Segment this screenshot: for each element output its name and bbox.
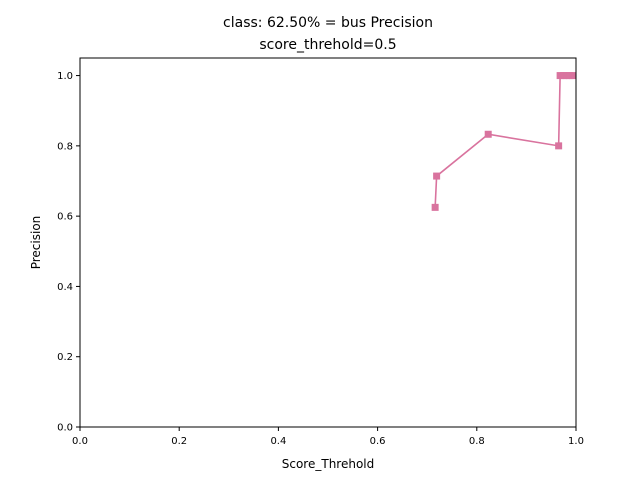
x-axis-label: Score_Threhold — [282, 457, 375, 471]
y-axis-label: Precision — [29, 216, 43, 270]
x-tick-label: 0.2 — [171, 436, 187, 447]
data-point-marker — [555, 142, 563, 150]
y-tick-label: 0.4 — [57, 282, 73, 293]
data-point-marker — [484, 130, 492, 138]
x-tick-label: 0.6 — [370, 436, 386, 447]
y-axis-ticks: 0.0 0.2 0.4 0.6 0.8 1.0 — [57, 71, 80, 434]
chart-title-line2: score_threhold=0.5 — [259, 37, 396, 53]
x-tick-label: 0.4 — [270, 436, 286, 447]
y-tick-label: 0.2 — [57, 352, 73, 363]
x-tick-label: 0.8 — [469, 436, 485, 447]
y-tick-label: 0.8 — [57, 141, 73, 152]
y-tick-label: 0.6 — [57, 212, 73, 223]
x-tick-label: 1.0 — [568, 436, 584, 447]
data-point-marker — [431, 203, 439, 211]
x-tick-label: 0.0 — [72, 436, 88, 447]
y-tick-label: 1.0 — [57, 71, 73, 82]
y-tick-label: 0.0 — [57, 423, 73, 434]
data-point-marker — [569, 72, 577, 80]
plot-frame — [79, 57, 577, 428]
x-axis-ticks: 0.0 0.2 0.4 0.6 0.8 1.0 — [72, 427, 584, 447]
plot-series — [431, 72, 577, 211]
data-point-marker — [433, 172, 441, 180]
chart-title-line1: class: 62.50% = bus Precision — [223, 15, 433, 31]
